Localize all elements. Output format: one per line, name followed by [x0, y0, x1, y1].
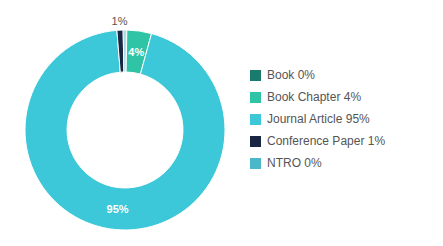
svg-text:95%: 95% — [107, 203, 129, 215]
html-text:Book Chapter 4%: Book Chapter 4% — [267, 90, 362, 104]
svg-text:1%: 1% — [112, 15, 128, 27]
html-text:Conference Paper 1%: Conference Paper 1% — [267, 134, 386, 148]
html-text:NTRO 0%: NTRO 0% — [267, 156, 322, 170]
svg-text:4%: 4% — [128, 46, 144, 58]
html-text:Book 0%: Book 0% — [267, 68, 315, 82]
html-text:Journal Article 95%: Journal Article 95% — [267, 112, 370, 126]
